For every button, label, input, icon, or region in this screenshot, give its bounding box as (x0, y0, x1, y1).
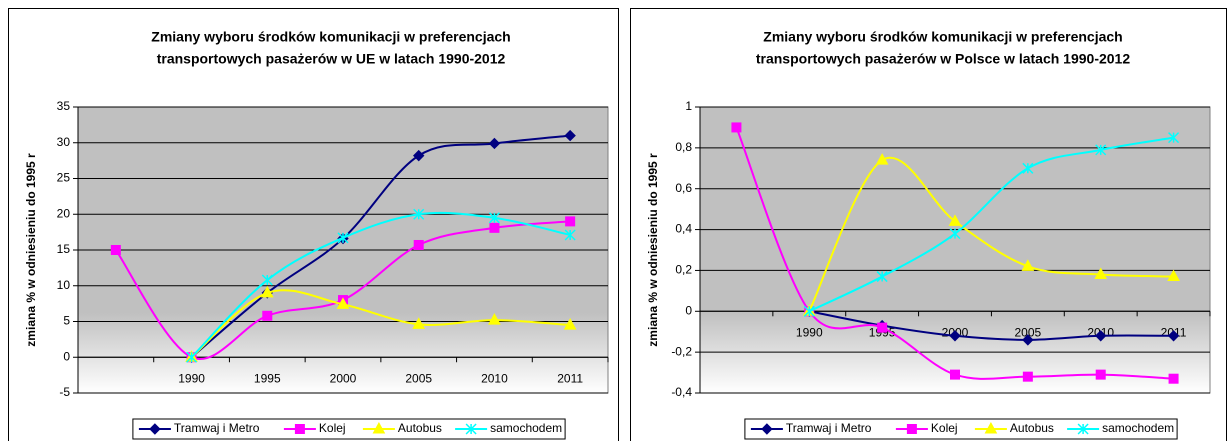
marker (1095, 144, 1107, 156)
marker (186, 351, 198, 363)
y-axis-label: zmiana % w odniesieniu do 1995 r (646, 153, 660, 347)
marker (565, 216, 576, 227)
y-tick-label: 35 (57, 99, 71, 113)
legend-label: Tramwaj i Metro (786, 421, 872, 435)
y-tick-label: 20 (57, 206, 71, 220)
legend-box (744, 418, 1178, 440)
legend-marker (372, 421, 386, 434)
marker (262, 310, 273, 321)
x-tick-label: 1990 (796, 325, 823, 339)
y-tick-label: 0,4 (675, 222, 692, 236)
y-tick-label: 0 (685, 303, 692, 317)
marker (488, 137, 501, 150)
marker (110, 245, 121, 255)
legend-label: Autobus (1010, 421, 1054, 435)
y-tick-label: 0,8 (675, 140, 692, 154)
marker (1022, 371, 1033, 382)
y-tick-label: 10 (57, 278, 71, 292)
legend-label: Autobus (398, 421, 442, 435)
x-tick-label: 2010 (481, 371, 508, 385)
legend-marker (149, 423, 161, 435)
marker (1095, 369, 1106, 380)
chart-title: Zmiany wyboru środków komunikacji w pref… (763, 29, 1122, 45)
marker (261, 274, 273, 286)
y-tick-label: -5 (59, 385, 70, 399)
legend-label: Kolej (931, 421, 958, 435)
marker (948, 214, 962, 226)
legend-marker (984, 421, 998, 434)
marker (876, 271, 888, 283)
marker (564, 129, 576, 142)
marker (803, 305, 815, 317)
marker (1094, 267, 1108, 280)
legend-box (132, 418, 566, 440)
marker (1167, 269, 1180, 282)
legend-marker (294, 424, 305, 434)
y-tick-label: 0,6 (675, 181, 692, 195)
x-tick-label: 1990 (178, 371, 205, 385)
x-tick-label: 2005 (405, 371, 432, 385)
marker (413, 149, 425, 162)
y-tick-label: 1 (685, 99, 692, 113)
marker (1168, 132, 1180, 144)
series-line (808, 136, 1174, 313)
y-tick-label: 15 (57, 242, 71, 256)
y-axis-label: zmiana % w odniesieniu do 1995 r (24, 153, 38, 347)
chart: Zmiany wyboru środków komunikacji w pref… (630, 8, 1227, 441)
y-tick-label: -0,4 (671, 385, 692, 399)
marker (731, 122, 742, 133)
legend-marker (465, 423, 477, 435)
marker (949, 330, 961, 342)
marker (564, 229, 576, 241)
y-tick-label: 0 (63, 349, 70, 363)
y-tick-label: -0,2 (671, 344, 692, 358)
marker (1022, 334, 1034, 346)
marker (412, 317, 426, 329)
marker (563, 318, 577, 330)
y-tick-label: 5 (63, 314, 70, 328)
legend-marker (906, 424, 917, 434)
legend-label: samochodem (490, 421, 562, 435)
chart-title: transportowych pasażerów w Polsce w lata… (756, 51, 1130, 67)
x-tick-label: 1995 (254, 371, 281, 385)
marker (1022, 162, 1034, 174)
chart-title: Zmiany wyboru środków komunikacji w pref… (151, 29, 510, 45)
plot-area (699, 106, 1211, 394)
x-tick-label: 2000 (330, 371, 357, 385)
marker (949, 228, 961, 240)
series-line (809, 310, 1174, 341)
legend-marker (1077, 423, 1089, 435)
marker (875, 153, 889, 165)
series-line (190, 211, 571, 358)
chart-title: transportowych pasażerów w UE w latach 1… (157, 51, 506, 67)
marker (877, 322, 888, 333)
x-tick-label: 2005 (1015, 325, 1042, 339)
marker (337, 232, 349, 244)
marker (413, 208, 425, 220)
chart: Zmiany wyboru środków komunikacji w pref… (8, 8, 619, 441)
marker (413, 239, 424, 250)
marker (1021, 259, 1035, 271)
legend-marker (761, 423, 773, 435)
legend-label: samochodem (1102, 421, 1174, 435)
marker (336, 297, 350, 309)
legend-label: Tramwaj i Metro (174, 421, 260, 435)
marker (1095, 330, 1107, 342)
marker (260, 285, 274, 298)
marker (489, 222, 500, 233)
y-tick-label: 30 (57, 135, 71, 149)
y-tick-label: 25 (57, 171, 71, 185)
marker (1167, 330, 1180, 342)
marker (488, 313, 501, 325)
marker (1168, 373, 1179, 384)
legend-label: Kolej (319, 421, 346, 435)
marker (488, 212, 500, 224)
marker (950, 369, 960, 380)
x-tick-label: 2011 (557, 371, 583, 385)
y-tick-label: 0,2 (675, 263, 692, 277)
